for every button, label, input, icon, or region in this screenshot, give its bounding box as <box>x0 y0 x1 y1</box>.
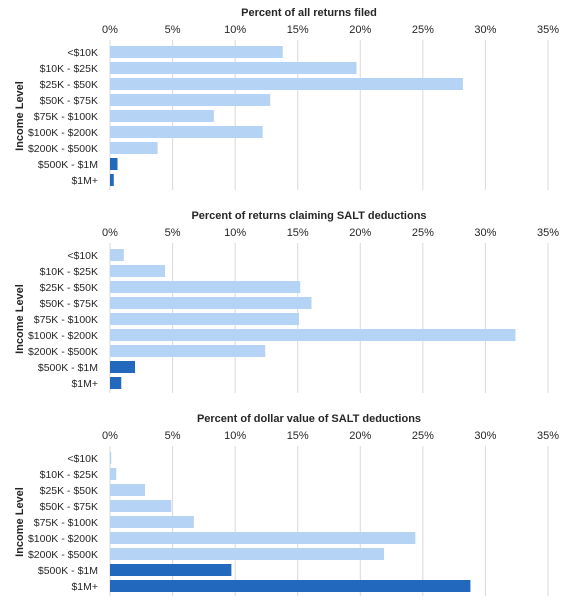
x-tick-label: 10% <box>224 24 246 36</box>
category-label: $75K - $100K <box>34 111 98 123</box>
x-tick-label: 25% <box>412 430 434 442</box>
bar <box>110 564 232 576</box>
x-tick-label: 30% <box>474 24 496 36</box>
bar <box>110 158 118 170</box>
category-label: $25K - $50K <box>40 79 98 91</box>
bar <box>110 174 114 186</box>
x-tick-label: 0% <box>102 430 118 442</box>
chart-title: Percent of dollar value of SALT deductio… <box>197 413 421 425</box>
x-tick-label: 5% <box>165 24 181 36</box>
bar <box>110 249 124 261</box>
bar <box>110 142 158 154</box>
bar <box>110 329 516 341</box>
category-label: $75K - $100K <box>34 517 98 529</box>
bar <box>110 580 471 592</box>
category-label: <$10K <box>67 453 98 465</box>
category-label: $100K - $200K <box>28 330 98 342</box>
category-label: $200K - $500K <box>28 346 98 358</box>
bar <box>110 377 122 389</box>
x-tick-label: 10% <box>224 430 246 442</box>
chart-all-returns: Percent of all returns filed 0% 5% 10% 15% 20… <box>14 7 559 190</box>
x-tick-label: 5% <box>165 430 181 442</box>
bar <box>110 46 283 58</box>
x-tick-label: 25% <box>412 227 434 239</box>
x-tick-label: 20% <box>349 430 371 442</box>
category-label: $10K - $25K <box>40 469 98 481</box>
category-label: $25K - $50K <box>40 282 98 294</box>
bar <box>110 500 172 512</box>
bar <box>110 452 112 464</box>
y-axis-title: Income Level <box>14 284 26 354</box>
category-label: $500K - $1M <box>38 362 98 374</box>
bar <box>110 516 194 528</box>
bar <box>110 265 166 277</box>
category-label: $25K - $50K <box>40 485 98 497</box>
x-tick-label: 10% <box>224 227 246 239</box>
bar <box>110 126 263 138</box>
bar <box>110 484 146 496</box>
chart-panel-all-returns: Percent of all returns filed 0% 5% 10% 15% 20… <box>0 0 576 198</box>
x-tick-label: 35% <box>537 227 559 239</box>
bar <box>110 94 271 106</box>
x-tick-label: 15% <box>287 227 309 239</box>
bar <box>110 62 357 74</box>
category-label: $500K - $1M <box>38 159 98 171</box>
bar <box>110 548 385 560</box>
category-label: $50K - $75K <box>40 95 98 107</box>
category-label: <$10K <box>67 250 98 262</box>
x-tick-label: 30% <box>474 430 496 442</box>
category-label: $100K - $200K <box>28 533 98 545</box>
x-tick-label: 35% <box>537 24 559 36</box>
category-label: $1M+ <box>71 175 98 187</box>
category-label: $10K - $25K <box>40 266 98 278</box>
x-tick-label: 0% <box>102 24 118 36</box>
y-axis-title: Income Level <box>14 487 26 557</box>
chart-panel-salt-dollar-value: Percent of dollar value of SALT deductio… <box>0 406 576 602</box>
chart-salt-dollar-value: Percent of dollar value of SALT deductio… <box>14 413 559 596</box>
x-tick-label: 0% <box>102 227 118 239</box>
x-tick-label: 15% <box>287 430 309 442</box>
bar <box>110 78 463 90</box>
bar <box>110 110 214 122</box>
category-label: $200K - $500K <box>28 143 98 155</box>
x-tick-label: 5% <box>165 227 181 239</box>
chart-title: Percent of returns claiming SALT deducti… <box>191 210 426 222</box>
bar <box>110 361 136 373</box>
category-label: $10K - $25K <box>40 63 98 75</box>
category-label: $1M+ <box>71 378 98 390</box>
bar <box>110 297 312 309</box>
category-label: $500K - $1M <box>38 565 98 577</box>
category-label: $50K - $75K <box>40 298 98 310</box>
chart-title: Percent of all returns filed <box>241 7 377 19</box>
x-tick-label: 35% <box>537 430 559 442</box>
bar <box>110 281 301 293</box>
bar <box>110 345 266 357</box>
x-tick-label: 20% <box>349 24 371 36</box>
y-axis-title: Income Level <box>14 81 26 151</box>
category-label: $100K - $200K <box>28 127 98 139</box>
x-tick-label: 20% <box>349 227 371 239</box>
bar <box>110 313 299 325</box>
category-label: $75K - $100K <box>34 314 98 326</box>
category-label: <$10K <box>67 47 98 59</box>
bar <box>110 532 416 544</box>
chart-salt-returns: Percent of returns claiming SALT deducti… <box>14 210 559 393</box>
bar <box>110 468 117 480</box>
x-tick-label: 30% <box>474 227 496 239</box>
x-tick-label: 25% <box>412 24 434 36</box>
category-label: $50K - $75K <box>40 501 98 513</box>
category-label: $200K - $500K <box>28 549 98 561</box>
x-tick-label: 15% <box>287 24 309 36</box>
category-label: $1M+ <box>71 581 98 593</box>
chart-panel-salt-returns: Percent of returns claiming SALT deducti… <box>0 203 576 401</box>
